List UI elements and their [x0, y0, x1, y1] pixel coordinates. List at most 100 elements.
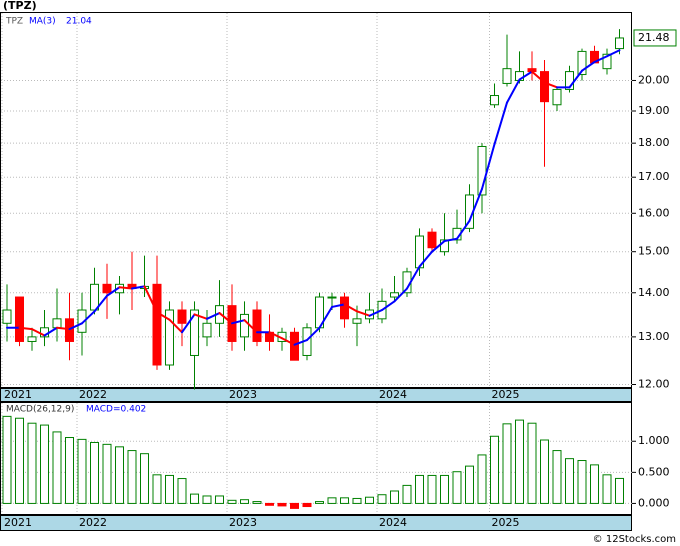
date-strip: [0, 388, 632, 402]
macd-bar: [552, 450, 562, 504]
ma-line: [156, 311, 171, 321]
candle-body: [202, 322, 212, 338]
macd-bar: [2, 415, 12, 504]
candle-body: [502, 68, 512, 84]
y-tick-label: 0.500: [638, 465, 670, 478]
macd-bar: [427, 474, 437, 504]
ma-line: [268, 331, 283, 340]
candle-body: [552, 88, 562, 106]
x-tick-label: 2022: [79, 388, 107, 401]
x-tick-label: 2024: [379, 388, 407, 401]
ma-line: [456, 219, 471, 240]
macd-bar: [40, 424, 49, 504]
macd-bar: [340, 497, 349, 504]
y-tick-label: 15.00: [638, 245, 670, 258]
symbol: TPZ: [5, 17, 23, 27]
ma-line: [218, 312, 233, 325]
candle-body: [52, 318, 62, 329]
candle-body: [152, 283, 162, 366]
ma-line: [443, 237, 458, 243]
ma-line: [331, 303, 346, 308]
macd-bar: [152, 474, 162, 504]
candle-body: [190, 309, 199, 356]
ma-line: [518, 70, 533, 81]
ma-line: [468, 187, 483, 222]
y-tick-label: 20.00: [638, 73, 670, 86]
ma-line: [231, 319, 246, 325]
y-tick-label: 0.000: [638, 496, 670, 509]
ma-line: [606, 49, 621, 58]
ma-line: [543, 81, 558, 89]
macd-bar: [477, 454, 487, 504]
macd-bar: [415, 474, 424, 504]
ma-line: [18, 326, 33, 331]
ma-line: [206, 312, 221, 320]
macd-bar: [240, 499, 249, 504]
macd-bar: [590, 464, 599, 504]
macd-bar: [465, 465, 474, 504]
candle-body: [477, 145, 487, 196]
candle-body: [540, 71, 549, 103]
macd-bar: [127, 450, 137, 504]
ma-line: [481, 143, 496, 190]
macd-bar: [352, 497, 362, 504]
ma-line: [68, 322, 83, 331]
ma-line: [356, 310, 371, 317]
ma-line: [81, 310, 96, 325]
macd-value: MACD=0.402: [86, 405, 146, 415]
ma-line: [56, 326, 71, 331]
ma-line: [118, 286, 133, 290]
macd-bar: [165, 474, 174, 504]
y-tick-label: 18.00: [638, 136, 670, 149]
macd-bar: [190, 493, 199, 504]
date-strip: [0, 515, 632, 531]
macd-bar: [315, 501, 324, 504]
x-tick-label: 2023: [229, 388, 257, 401]
macd-bar: [177, 478, 187, 504]
ma-line: [243, 319, 258, 334]
y-tick-label: 13.00: [638, 330, 670, 343]
macd-bar: [365, 496, 374, 504]
macd-bar: [440, 474, 449, 504]
macd-panel: [0, 402, 632, 515]
candle-body: [440, 239, 449, 253]
last-price: 21.48: [638, 31, 670, 44]
last-price-box: [633, 29, 677, 47]
macd-bar: [490, 435, 499, 504]
candle-body: [427, 231, 437, 249]
y-tick-label: 19.00: [638, 104, 670, 117]
macd-bar: [27, 422, 37, 504]
macd-bar: [602, 474, 612, 504]
ma-line: [431, 240, 446, 253]
macd-bar: [527, 422, 537, 504]
x-tick-label: 2022: [79, 516, 107, 529]
ma-value: 21.04: [66, 17, 92, 27]
macd-bar: [390, 490, 399, 504]
ma-line: [493, 101, 508, 146]
macd-bar: [215, 495, 224, 504]
ma-line: [31, 328, 46, 337]
candle-body: [340, 296, 349, 320]
y-tick-label: 16.00: [638, 206, 670, 219]
macd-bar: [252, 501, 262, 504]
macd-bar: [502, 423, 512, 504]
x-tick-label: 2021: [4, 388, 32, 401]
candle-body: [77, 309, 87, 333]
candle-body: [490, 95, 499, 106]
macd-bar: [265, 502, 274, 506]
candle-body: [15, 296, 24, 342]
macd-bar: [302, 502, 312, 508]
candle-body: [240, 313, 249, 338]
ma-line: [168, 318, 183, 334]
macd-bar: [277, 502, 287, 507]
macd-bar: [227, 499, 237, 504]
ma-line: [143, 285, 158, 314]
macd-bar: [327, 497, 337, 504]
candle-body: [390, 292, 399, 298]
ma-line: [181, 313, 196, 334]
ma-line: [281, 337, 296, 346]
ma-line: [43, 326, 58, 337]
ma-line: [418, 250, 433, 268]
marks: [1, 13, 632, 514]
y-tick-label: 1.000: [638, 434, 670, 447]
